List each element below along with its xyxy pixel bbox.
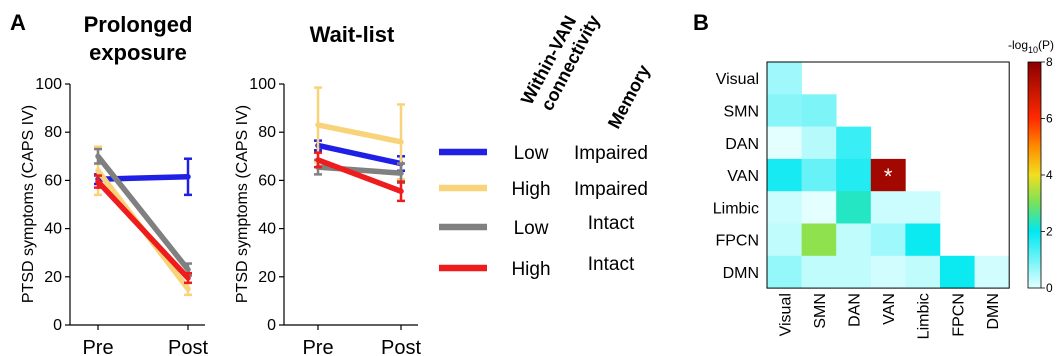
y-tick-label: 20 (258, 269, 276, 286)
x-tick-label: Pre (82, 337, 113, 356)
heatmap-row-label: Limbic (713, 200, 759, 217)
y-axis-label: PTSD symptoms (CAPS IV) (20, 105, 37, 303)
chart-title-line: exposure (89, 40, 187, 65)
heatmap-cell (767, 191, 802, 224)
legend-memory-label: Intact (588, 254, 635, 275)
heatmap-cell (836, 223, 872, 257)
heatmap-cell (905, 191, 941, 224)
colorbar-label: -log10(P) (1008, 38, 1054, 55)
colorbar: -log10(P) 0 2 4 6 8 (1008, 38, 1054, 295)
panel-a-label: A (10, 10, 26, 35)
colorbar-tick-label: 4 (1046, 168, 1053, 182)
heatmap-cell (836, 126, 872, 160)
legend-memory-label: Intact (588, 213, 635, 234)
legend-header-line: Memory (604, 62, 654, 132)
heatmap-cell (767, 255, 802, 289)
heatmap-row-label: VAN (727, 168, 759, 185)
series-line (315, 157, 404, 194)
legend-connectivity-label: Low (514, 143, 549, 164)
heatmap-chart: * Visual SMN DAN VAN Limbic FPCN DMN Visual SMN DA… (713, 61, 1010, 339)
colorbar-label-post: (P) (1038, 38, 1054, 52)
colorbar-tick-label: 8 (1046, 55, 1053, 69)
colorbar-tick-label: 6 (1046, 112, 1053, 126)
legend-connectivity-label: Low (514, 218, 549, 239)
series-line (315, 142, 404, 167)
colorbar-label-pre: -log (1008, 38, 1028, 52)
heatmap-cell (801, 191, 837, 224)
colorbar-tick-label: 0 (1046, 281, 1053, 295)
x-tick-label: Pre (302, 337, 333, 356)
series-line (315, 122, 404, 145)
heatmap-cell (801, 94, 837, 127)
colorbar-gradient (1027, 61, 1042, 289)
heatmap-cell (870, 223, 906, 257)
chart-prolonged-exposure: Prolonged exposure PTSD symptoms (CAPS I… (20, 12, 208, 356)
y-tick-label: 60 (44, 172, 62, 189)
heatmap-cell (801, 158, 837, 192)
heatmap-cell (974, 255, 1010, 289)
legend-memory-label: Impaired (574, 179, 648, 200)
heatmap-row-label: FPCN (715, 233, 759, 250)
heatmap-col-label: Visual (777, 293, 794, 336)
heatmap-col-label: Limbic (916, 293, 933, 339)
y-tick-label: 100 (35, 76, 62, 93)
y-tick-label: 40 (44, 221, 62, 238)
heatmap-col-label: VAN (881, 293, 898, 325)
heatmap-cell (836, 255, 872, 289)
heatmap-cell (767, 94, 802, 127)
heatmap-cell (801, 223, 837, 257)
legend: Within-VAN connectivity Memory Low Impair… (439, 12, 654, 280)
y-axis-label: PTSD symptoms (CAPS IV) (234, 105, 251, 303)
heatmap-col-label: SMN (812, 293, 829, 329)
heatmap-row-label: DMN (723, 265, 759, 282)
legend-memory-label: Impaired (574, 143, 648, 164)
y-tick-label: 80 (258, 124, 276, 141)
y-tick-label: 40 (258, 221, 276, 238)
heatmap-cell (870, 191, 906, 224)
heatmap-frame (766, 61, 1010, 289)
heatmap-cell (767, 62, 802, 95)
x-tick-label: Post (168, 337, 208, 356)
x-tick-label: Post (381, 337, 421, 356)
heatmap-cell (801, 255, 837, 289)
colorbar-label-sub: 10 (1028, 45, 1038, 55)
heatmap-cell (767, 223, 802, 257)
series-line (95, 178, 191, 281)
heatmap-cell (940, 255, 975, 289)
y-tick-label: 100 (249, 76, 276, 93)
heatmap-row-label: Visual (716, 71, 759, 88)
chart-title-line: Prolonged (84, 12, 193, 37)
panel-b-label: B (693, 10, 709, 35)
y-tick-label: 60 (258, 172, 276, 189)
heatmap-cell (801, 126, 837, 160)
heatmap-row-label: SMN (723, 103, 759, 120)
y-tick-label: 80 (44, 124, 62, 141)
colorbar-tick-label: 2 (1046, 225, 1053, 239)
legend-connectivity-label: High (511, 179, 550, 200)
y-tick-label: 20 (44, 269, 62, 286)
heatmap-cell (905, 255, 941, 289)
heatmap-cell (870, 255, 906, 289)
y-tick-label: 0 (267, 317, 276, 334)
y-tick-label: 0 (53, 317, 62, 334)
heatmap-cell (767, 158, 802, 192)
series-line (315, 164, 404, 176)
heatmap-cell (870, 158, 906, 192)
heatmap-col-label: FPCN (950, 293, 967, 337)
heatmap-col-label: DMN (985, 293, 1002, 329)
heatmap-cell (767, 126, 802, 160)
heatmap-cell (836, 158, 872, 192)
series-line (95, 153, 191, 273)
heatmap-cell (836, 191, 872, 224)
chart-wait-list: Wait-list PTSD symptoms (CAPS IV) 0 20 40 6… (234, 22, 421, 356)
heatmap-col-label: DAN (847, 293, 864, 327)
legend-connectivity-label: High (511, 259, 550, 280)
heatmap-cell (905, 223, 941, 257)
chart-title-line: Wait-list (310, 22, 395, 47)
heatmap-row-label: DAN (725, 136, 759, 153)
significance-marker: * (884, 164, 893, 189)
